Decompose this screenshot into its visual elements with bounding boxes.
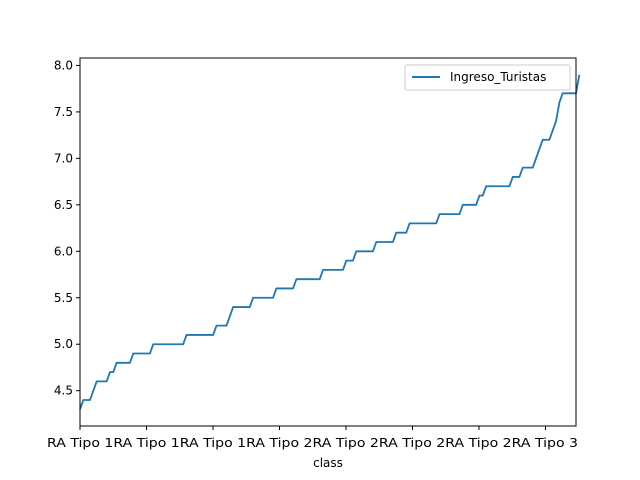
- y-tick-label: 7.5: [54, 105, 73, 119]
- x-axis-label: class: [313, 456, 343, 470]
- y-tick-label: 7.0: [54, 151, 73, 165]
- y-tick-label: 4.5: [54, 384, 73, 398]
- series-line-ingreso-turistas: [79, 74, 581, 410]
- y-tick-label: 5.0: [54, 337, 73, 351]
- y-tick-label: 5.5: [54, 291, 73, 305]
- y-axis: 4.5 5.0 5.5 6.0 6.5 7.0 7.5 8.0: [54, 58, 80, 398]
- legend-box: [404, 64, 571, 91]
- y-tick-label: 6.0: [54, 244, 73, 258]
- series-layer: [79, 74, 581, 410]
- y-tick-label: 6.5: [54, 198, 73, 212]
- legend: Ingreso_Turistas: [404, 64, 571, 91]
- y-tick-label: 8.0: [54, 58, 73, 72]
- plot-frame: [79, 57, 577, 427]
- legend-entry-ingreso-turistas: Ingreso_Turistas: [450, 70, 546, 84]
- x-axis: RA Tipo 1RA Tipo 1RA Tipo 1RA Tipo 2RA T…: [47, 426, 578, 450]
- x-tick-labels: RA Tipo 1RA Tipo 1RA Tipo 1RA Tipo 2RA T…: [47, 436, 578, 450]
